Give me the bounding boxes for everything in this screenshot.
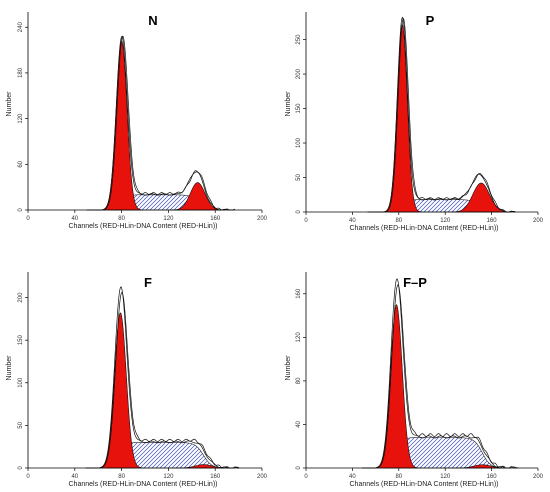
y-axis-label: Number xyxy=(6,355,13,381)
y-tick-label: 160 xyxy=(296,288,302,299)
x-tick-label: 40 xyxy=(71,474,78,480)
y-tick-label: 100 xyxy=(18,377,24,388)
data-trace-0 xyxy=(86,36,234,211)
x-tick-label: 0 xyxy=(304,218,308,224)
x-tick-label: 200 xyxy=(257,474,268,480)
x-tick-label: 40 xyxy=(349,474,356,480)
y-tick-label: 60 xyxy=(18,160,24,167)
y-tick-label: 150 xyxy=(18,335,24,346)
data-trace-0 xyxy=(85,286,239,469)
y-tick-label: 0 xyxy=(296,210,302,214)
y-tick-label: 50 xyxy=(296,174,302,181)
x-tick-label: 120 xyxy=(440,218,451,224)
y-axis-label: Number xyxy=(285,91,292,117)
g1-peak xyxy=(100,40,144,211)
x-tick-label: 200 xyxy=(533,474,544,480)
panel-title: F–P xyxy=(403,275,427,290)
y-tick-label: 120 xyxy=(296,332,302,343)
y-tick-label: 180 xyxy=(18,67,24,78)
data-trace-0 xyxy=(367,16,515,213)
x-tick-label: 40 xyxy=(349,218,356,224)
x-tick-label: 80 xyxy=(118,216,125,222)
x-tick-label: 200 xyxy=(533,218,544,224)
y-tick-label: 120 xyxy=(18,113,24,124)
chart-panel-p: P Number Channels (RED-HLin-DNA Content … xyxy=(285,12,544,232)
x-axis-label: Channels (RED-HLin-DNA Content (RED-HLin… xyxy=(350,225,499,232)
y-tick-label: 80 xyxy=(296,377,302,384)
x-tick-label: 160 xyxy=(487,218,498,224)
x-tick-label: 160 xyxy=(487,474,498,480)
y-tick-label: 0 xyxy=(18,466,24,470)
y-tick-label: 150 xyxy=(296,103,302,114)
y-tick-label: 40 xyxy=(296,420,302,427)
g1-peak xyxy=(382,23,423,213)
chart-panel-n: N Number Channels (RED-HLin-DNA Content … xyxy=(6,12,268,230)
y-tick-label: 250 xyxy=(296,34,302,45)
chart-panel-f: F Number Channels (RED-HLin-DNA Content … xyxy=(6,272,268,488)
x-tick-label: 80 xyxy=(395,218,402,224)
data-trace-1 xyxy=(87,35,235,211)
x-tick-label: 160 xyxy=(210,474,221,480)
x-tick-label: 200 xyxy=(257,216,268,222)
y-tick-label: 200 xyxy=(18,292,24,303)
x-tick-label: 160 xyxy=(210,216,221,222)
y-axis-label: Number xyxy=(6,91,13,117)
data-trace-1 xyxy=(362,284,519,469)
panel-title: N xyxy=(148,13,157,28)
x-tick-label: 0 xyxy=(26,216,30,222)
chart-panel-f-p: F–P Number Channels (RED-HLin-DNA Conten… xyxy=(285,272,544,488)
panel-title: P xyxy=(426,13,435,28)
panel-title: F xyxy=(144,275,152,290)
y-tick-label: 0 xyxy=(18,208,24,212)
g2-peak xyxy=(451,182,511,213)
x-tick-label: 80 xyxy=(118,474,125,480)
x-tick-label: 0 xyxy=(26,474,30,480)
y-axis-label: Number xyxy=(285,355,292,381)
data-trace-1 xyxy=(86,291,240,469)
y-tick-label: 50 xyxy=(18,421,24,428)
x-axis-label: Channels (RED-HLin-DNA Content (RED-HLin… xyxy=(69,481,218,488)
x-axis-label: Channels (RED-HLin-DNA Content (RED-HLin… xyxy=(69,223,218,230)
y-tick-label: 240 xyxy=(18,22,24,33)
y-tick-label: 200 xyxy=(296,68,302,79)
x-axis-label: Channels (RED-HLin-DNA Content (RED-HLin… xyxy=(350,481,499,488)
x-tick-label: 0 xyxy=(304,474,308,480)
x-tick-label: 120 xyxy=(163,216,174,222)
data-trace-0 xyxy=(361,278,518,469)
x-tick-label: 120 xyxy=(163,474,174,480)
x-tick-label: 40 xyxy=(71,216,78,222)
y-tick-label: 0 xyxy=(296,466,302,470)
x-tick-label: 120 xyxy=(440,474,451,480)
y-tick-label: 100 xyxy=(296,137,302,148)
x-tick-label: 80 xyxy=(395,474,402,480)
data-trace-1 xyxy=(368,17,516,213)
